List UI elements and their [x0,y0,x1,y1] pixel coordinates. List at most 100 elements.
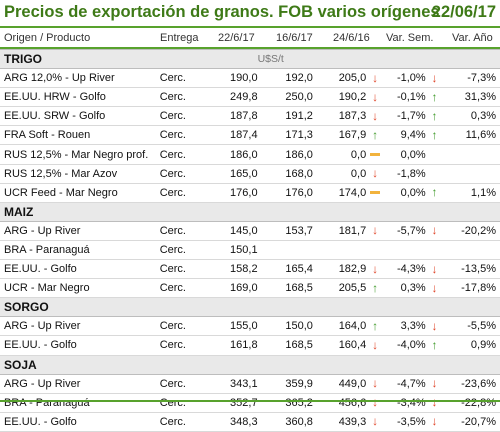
col-var-year: Var. Año [452,32,493,44]
table-row: ARG 12,0% - Up River Cerc. 190,0 192,0 205,0… [0,68,500,89]
delivery-cell: Cerc. [159,221,217,241]
var-sem-icon-cell [366,240,385,261]
price-cell-1: 190,0 [216,68,258,89]
table-row: FRA Soft - Rouen Cerc. 187,4 171,3 167,9 ↑ 9,4… [0,125,500,146]
var-year-cell: -5,5% [443,316,500,337]
price-cell-2: 186,0 [257,144,313,165]
var-sem-icon-cell: ↑ [366,278,385,299]
var-sem-icon-cell: ↓ [366,335,385,356]
var-year-icon-cell [425,144,444,165]
delivery-cell: Cerc. [159,259,217,280]
var-year-icon-cell: ↓ [425,278,444,299]
arrow-down-icon: ↓ [431,261,438,276]
price-cell-3: 167,9 [312,125,367,146]
var-sem-icon-cell: ↓ [366,374,385,394]
arrow-up-icon: ↑ [372,280,379,295]
price-cell-3: 205,0 [312,68,367,89]
var-year-cell [443,240,500,261]
var-sem-cell: -4,0% [384,335,426,356]
price-cell-3 [312,240,367,261]
table-row: ARG - Up River Cerc. 155,0 150,0 164,0 ↑ 3,3% ↓… [0,316,500,337]
var-year-icon-cell: ↓ [425,221,444,241]
arrow-down-icon: ↓ [372,223,379,238]
col-delivery: Entrega [160,32,199,44]
price-cell-3: 181,7 [312,221,367,241]
origin-cell: BRA - Paranaguá [0,240,160,261]
price-cell-2: 191,2 [257,106,313,127]
arrow-down-icon: ↓ [431,395,438,410]
var-sem-icon-cell: ↑ [366,316,385,337]
var-year-icon-cell: ↑ [425,335,444,356]
arrow-up-icon: ↑ [372,318,379,333]
var-year-cell: -13,5% [443,259,500,280]
delivery-cell: Cerc. [159,125,217,146]
header-divider [0,47,500,49]
arrow-down-icon: ↓ [372,108,379,123]
var-sem-cell: 0,3% [384,278,426,299]
arrow-up-icon: ↑ [431,89,438,104]
var-sem-icon-cell: ↑ [366,125,385,146]
table-row: EE.UU. - Golfo Cerc. 348,3 360,8 439,3 ↓ -3,5%… [0,412,500,432]
price-cell-3: 0,0 [312,164,367,184]
price-cell-1: 155,0 [216,316,258,337]
delivery-cell: Cerc. [159,164,217,184]
var-sem-icon-cell: ↓ [366,412,385,432]
var-sem-cell: 3,3% [384,316,426,337]
price-cell-1: 145,0 [216,221,258,241]
price-cell-2: 176,0 [257,183,313,203]
price-cell-1: 343,1 [216,374,258,394]
price-cell-2: 250,0 [257,87,313,108]
price-cell-3: 187,3 [312,106,367,127]
var-sem-cell: -1,7% [384,106,426,127]
delivery-cell: Cerc. [159,144,217,165]
arrow-up-icon: ↑ [372,127,379,142]
var-sem-icon-cell: ↓ [366,87,385,108]
var-sem-icon-cell: ↓ [366,68,385,89]
table-row: ARG - Up River Cerc. 343,1 359,9 449,0 ↓ -4,7%… [0,374,500,394]
price-cell-3: 449,0 [312,374,367,394]
var-year-icon-cell: ↑ [425,87,444,108]
section-header: TRIGO U$S/t [0,48,500,70]
price-cell-2: 192,0 [257,68,313,89]
origin-cell: ARG - Up River [0,316,160,337]
price-cell-1: 169,0 [216,278,258,299]
delivery-cell: Cerc. [159,106,217,127]
delivery-cell: Cerc. [159,316,217,337]
delivery-cell: Cerc. [159,412,217,432]
price-cell-1: 150,1 [216,240,258,261]
var-sem-icon-cell: ↓ [366,106,385,127]
var-year-icon-cell: ↑ [425,183,444,203]
var-year-icon-cell: ↓ [425,412,444,432]
price-cell-2: 360,8 [257,412,313,432]
section-header: SOJA [0,354,500,375]
table-row: EE.UU. SRW - Golfo Cerc. 187,8 191,2 187,3 ↓ -… [0,106,500,127]
price-cell-1: 187,4 [216,125,258,146]
var-sem-cell: -5,7% [384,221,426,241]
arrow-down-icon: ↓ [372,89,379,104]
origin-cell: FRA Soft - Rouen [0,125,160,146]
arrow-up-icon: ↑ [431,185,438,200]
var-sem-icon-cell: ↓ [366,259,385,280]
delivery-cell: Cerc. [159,335,217,356]
var-year-icon-cell: ↓ [425,316,444,337]
var-year-cell: 31,3% [443,87,500,108]
var-year-cell: 11,6% [443,125,500,146]
var-sem-cell: -1,8% [384,164,426,184]
arrow-down-icon: ↓ [431,280,438,295]
var-year-cell [443,164,500,184]
price-cell-1: 249,8 [216,87,258,108]
var-year-cell: 0,9% [443,335,500,356]
var-year-cell [443,144,500,165]
var-year-icon-cell: ↑ [425,106,444,127]
var-year-cell: -7,3% [443,68,500,89]
title-divider [0,26,500,28]
var-sem-icon-cell: ↓ [366,164,385,184]
table-row: RUS 12,5% - Mar Azov Cerc. 165,0 168,0 0,0 ↓ -… [0,164,500,184]
var-sem-cell: -0,1% [384,87,426,108]
table-row: EE.UU. - Golfo Cerc. 161,8 168,5 160,4 ↓ -4,0%… [0,335,500,356]
var-year-cell: -20,2% [443,221,500,241]
table-row: UCR Feed - Mar Negro Cerc. 176,0 176,0 174,0… [0,183,500,203]
price-cell-2: 168,0 [257,164,313,184]
var-year-cell: -23,6% [443,374,500,394]
var-year-icon-cell: ↓ [425,374,444,394]
